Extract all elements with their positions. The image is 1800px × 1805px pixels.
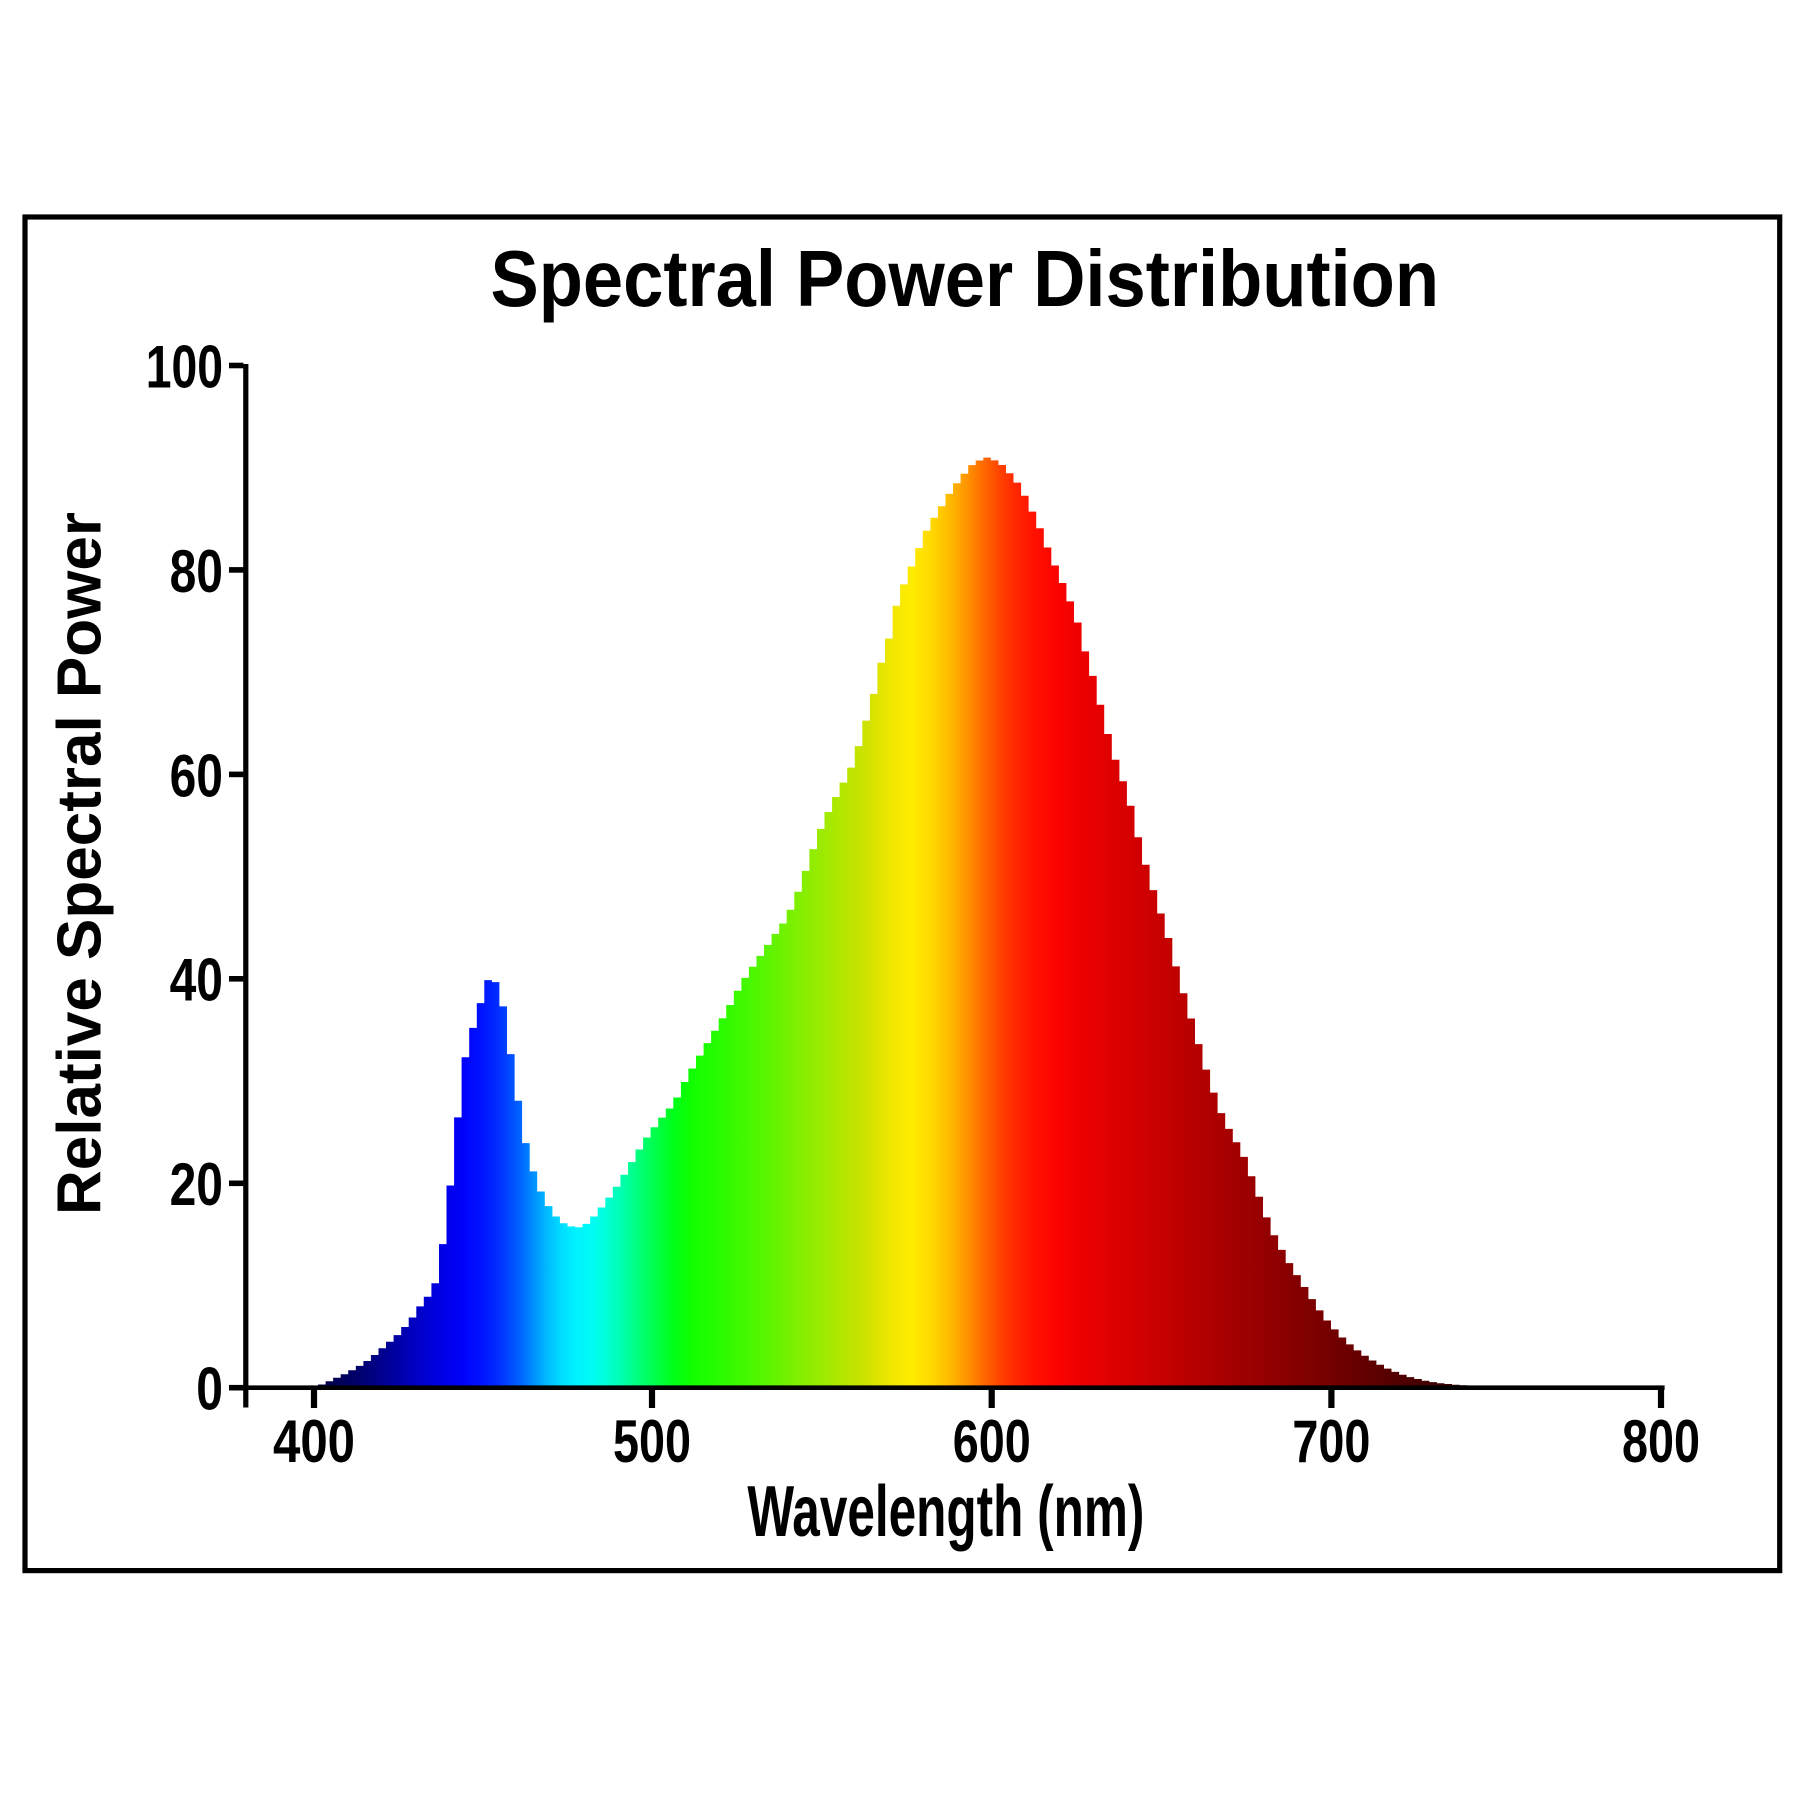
svg-text:20: 20 [170,1151,223,1218]
svg-text:0: 0 [196,1356,223,1423]
svg-text:600: 600 [953,1408,1031,1475]
svg-text:Wavelength (nm): Wavelength (nm) [747,1472,1144,1552]
svg-text:60: 60 [170,742,223,809]
svg-text:500: 500 [613,1408,691,1475]
svg-text:40: 40 [170,947,223,1014]
svg-text:80: 80 [170,538,223,605]
svg-text:Spectral Power Distribution: Spectral Power Distribution [491,234,1440,323]
svg-text:400: 400 [273,1408,355,1475]
svg-text:800: 800 [1622,1408,1700,1475]
svg-text:700: 700 [1292,1408,1370,1475]
svg-text:Relative Spectral Power: Relative Spectral Power [45,512,114,1215]
svg-text:100: 100 [146,333,223,400]
